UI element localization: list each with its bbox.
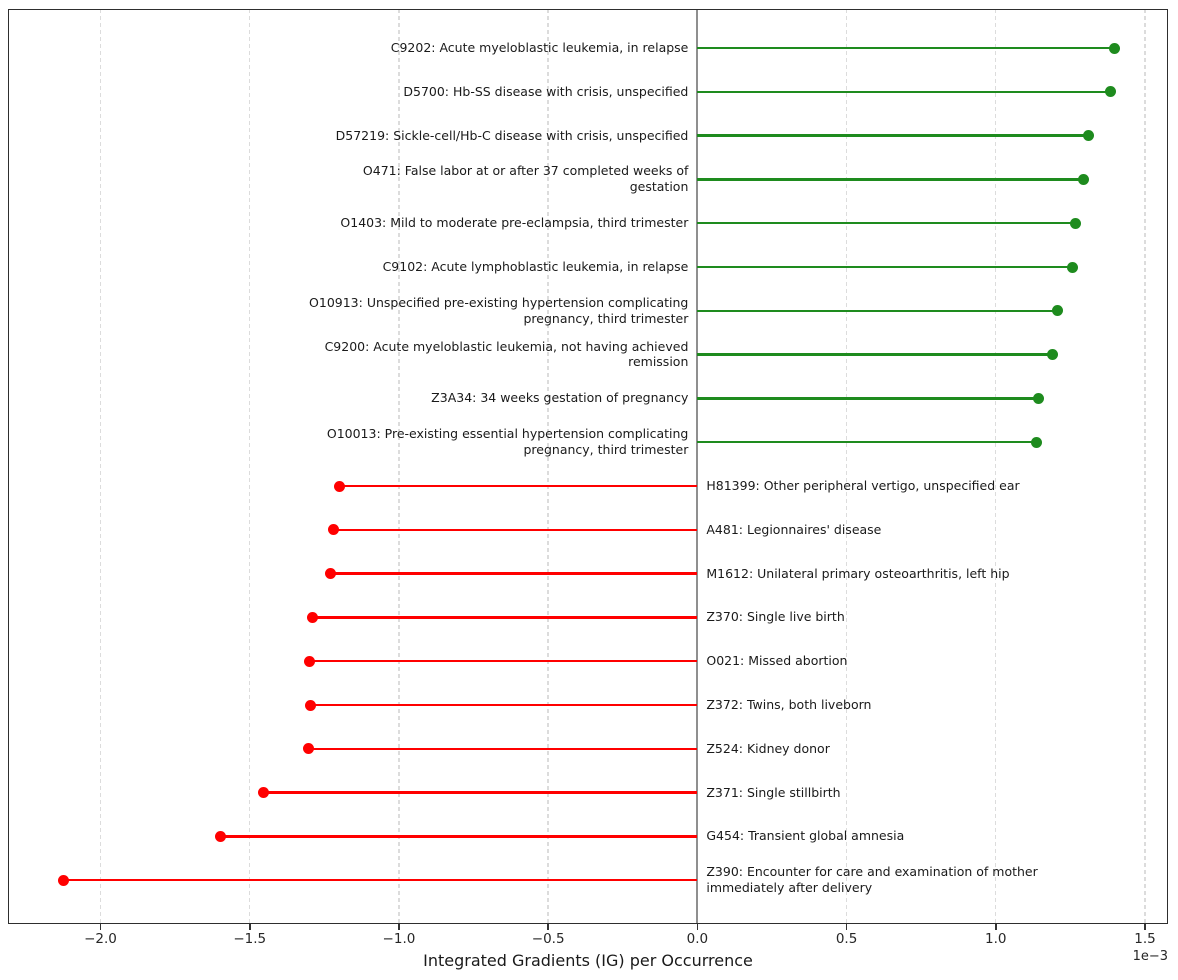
dot-marker: [334, 480, 346, 492]
dot-marker: [1109, 42, 1121, 54]
dot-marker: [1070, 217, 1082, 229]
category-label: O1403: Mild to moderate pre-eclampsia, t…: [340, 215, 689, 231]
dot-marker: [1052, 305, 1064, 317]
category-label: C9200: Acute myeloblastic leukemia, not …: [324, 338, 689, 370]
x-tick-label: 0.0: [686, 931, 709, 947]
stem-line: [333, 528, 698, 531]
category-label: O10013: Pre-existing essential hypertens…: [326, 426, 689, 458]
dot-marker: [257, 787, 269, 799]
stem-line: [263, 791, 698, 794]
category-label: O021: Missed abortion: [706, 653, 848, 669]
category-label: A481: Legionnaires' disease: [706, 521, 882, 537]
dot-marker: [1066, 261, 1078, 273]
stem-line: [697, 222, 1076, 225]
category-label: M1612: Unilateral primary osteoarthritis…: [706, 565, 1010, 581]
gridline: [99, 9, 102, 924]
dot-marker: [1032, 392, 1044, 404]
dot-marker: [58, 874, 69, 886]
stem-line: [339, 484, 698, 488]
stem-line: [697, 265, 1073, 269]
stem-line: [697, 178, 1084, 181]
x-axis-tick: [696, 924, 699, 930]
stem-line: [312, 616, 698, 619]
category-label: Z370: Single live birth: [706, 609, 845, 625]
x-tick-label: 1.0: [985, 931, 1007, 947]
stem-line: [220, 835, 698, 838]
gridline: [547, 9, 549, 924]
category-label: H81399: Other peripheral vertigo, unspec…: [706, 478, 1020, 494]
stem-line: [697, 134, 1088, 137]
zero-reference-line: [696, 9, 699, 924]
category-label: Z3A34: 34 weeks gestation of pregnancy: [431, 390, 689, 406]
x-tick-label: 0.5: [835, 931, 858, 947]
gridline: [249, 9, 251, 924]
stem-line: [697, 309, 1058, 312]
category-label: Z524: Kidney donor: [706, 740, 830, 756]
x-axis-tick: [398, 924, 400, 930]
x-axis-tick: [995, 924, 997, 930]
gridline: [1144, 9, 1146, 924]
category-label: Z371: Single stillbirth: [706, 784, 841, 800]
x-axis-tick: [1144, 924, 1146, 930]
stem-line: [309, 660, 698, 663]
category-label: D5700: Hb-SS disease with crisis, unspec…: [403, 83, 689, 99]
dot-marker: [304, 699, 316, 711]
category-label: Z372: Twins, both liveborn: [706, 697, 872, 713]
stem-line: [697, 441, 1037, 444]
dot-marker: [1077, 173, 1089, 185]
category-label: D57219: Sickle-cell/Hb-C disease with cr…: [335, 127, 689, 143]
category-label: G454: Transient global amnesia: [706, 828, 905, 844]
stem-line: [310, 703, 698, 707]
dot-marker: [1046, 349, 1058, 361]
category-label: C9202: Acute myeloblastic leukemia, in r…: [390, 40, 689, 56]
dot-marker: [1030, 436, 1042, 448]
dot-marker: [214, 830, 226, 842]
dot-marker: [1105, 86, 1117, 98]
x-axis-tick: [99, 924, 102, 930]
stem-line: [330, 572, 698, 575]
stem-line: [697, 353, 1053, 356]
stem-line: [308, 747, 698, 750]
dot-marker: [307, 611, 319, 623]
stem-line: [63, 879, 698, 882]
stem-line: [697, 90, 1111, 93]
gridline: [845, 9, 848, 924]
x-axis-tick: [547, 924, 549, 930]
category-label: O10913: Unspecified pre-existing hyperte…: [309, 294, 689, 326]
dot-marker: [1082, 130, 1094, 142]
plot-border: [8, 9, 1168, 924]
dot-marker: [327, 524, 339, 536]
axis-scale-multiplier: 1e−3: [1132, 949, 1168, 964]
category-label: C9102: Acute lymphoblastic leukemia, in …: [382, 259, 689, 275]
x-tick-label: −1.5: [233, 931, 267, 947]
stem-line: [697, 46, 1115, 50]
x-axis-tick: [248, 924, 251, 930]
x-tick-label: −2.0: [84, 931, 117, 947]
stem-line: [697, 397, 1039, 400]
x-axis-title: Integrated Gradients (IG) per Occurrence: [423, 951, 753, 970]
x-tick-label: 1.5: [1134, 931, 1156, 947]
category-label: O471: False labor at or after 37 complet…: [362, 163, 689, 195]
category-label: Z390: Encounter for care and examination…: [706, 864, 1038, 896]
dot-marker: [325, 568, 337, 580]
x-axis-tick: [845, 924, 848, 930]
dot-marker: [302, 743, 314, 755]
gridline: [398, 9, 400, 924]
gridline: [995, 9, 997, 924]
x-tick-label: −0.5: [531, 931, 565, 947]
x-tick-label: −1.0: [382, 931, 416, 947]
dot-marker: [303, 655, 315, 667]
